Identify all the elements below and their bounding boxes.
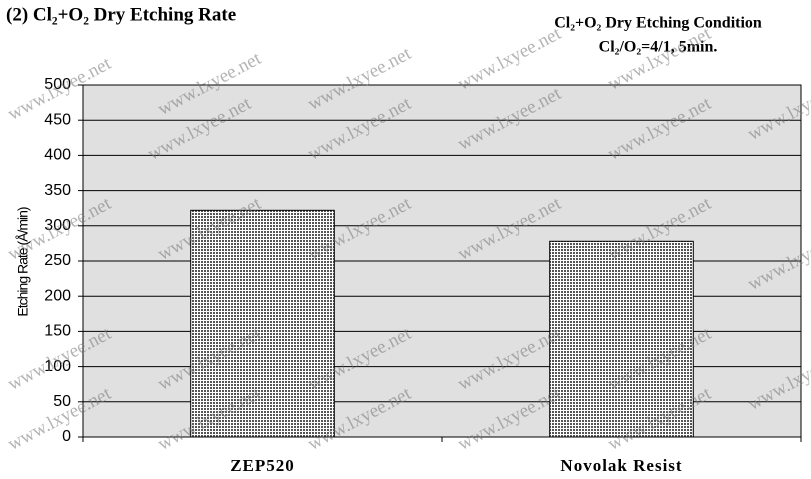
x-tick-label: ZEP520 <box>230 456 295 475</box>
y-tick-label: 50 <box>53 393 71 410</box>
y-tick-label: 500 <box>44 76 71 93</box>
y-tick-label: 150 <box>44 323 71 340</box>
watermark: www.lxyee.net <box>604 23 715 95</box>
y-tick-label: 100 <box>44 358 71 375</box>
y-axis-label: Etching Rate (Å/min) <box>15 207 31 316</box>
y-tick-label: 250 <box>44 252 71 269</box>
bar <box>190 209 335 438</box>
chart-title: (2) Cl₂+O₂ Dry Etching Rate <box>6 4 236 25</box>
y-tick-label: 350 <box>44 182 71 199</box>
y-tick-label: 200 <box>44 287 71 304</box>
y-tick-label: 450 <box>44 111 71 128</box>
y-tick-label: 400 <box>44 147 71 164</box>
annotation: Cl₂/O₂=4/1, 5min. <box>599 39 718 56</box>
x-tick-label: Novolak Resist <box>560 456 682 475</box>
watermark: www.lxyee.net <box>454 23 565 95</box>
y-tick-label: 300 <box>44 217 71 234</box>
y-tick-label: 0 <box>62 428 71 445</box>
bar <box>549 240 694 438</box>
annotation: Cl₂+O₂ Dry Etching Condition <box>554 15 762 32</box>
